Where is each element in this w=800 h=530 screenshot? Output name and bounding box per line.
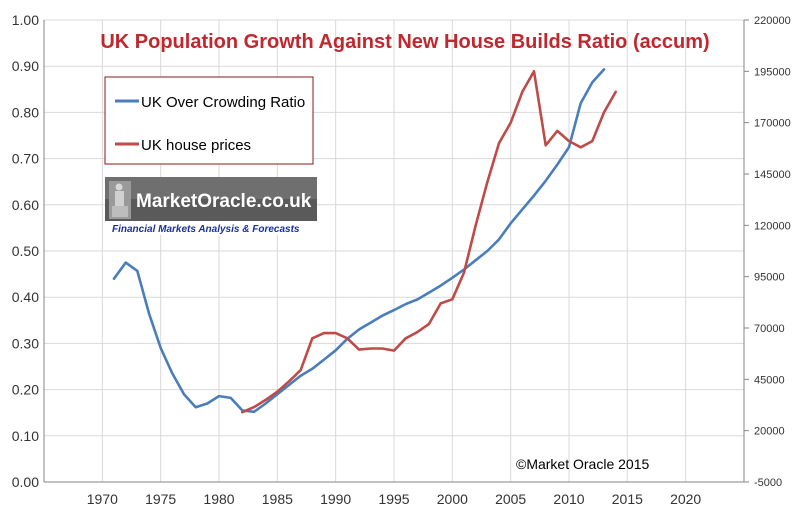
x-tick-label: 2005 bbox=[495, 491, 526, 507]
y-tick-label-right: 145000 bbox=[754, 169, 791, 181]
series-line-house-prices bbox=[241, 70, 618, 414]
logo-tagline-strip bbox=[105, 221, 317, 235]
series-line-overcrowding-ratio bbox=[112, 68, 606, 414]
legend-label-house-prices: UK house prices bbox=[141, 137, 251, 154]
y-tick-label-left: 0.40 bbox=[12, 289, 39, 305]
y-tick-label-left: 0.30 bbox=[12, 335, 39, 351]
y-tick-label-left: 1.00 bbox=[12, 12, 39, 28]
y-tick-label-left: 0.90 bbox=[12, 58, 39, 74]
x-tick-label: 1980 bbox=[203, 491, 234, 507]
y-tick-label-right: 120000 bbox=[754, 220, 791, 232]
series bbox=[112, 68, 618, 414]
y-tick-label-right: 195000 bbox=[754, 66, 791, 78]
y-tick-label-left: 0.20 bbox=[12, 382, 39, 398]
x-tick-label: 2010 bbox=[553, 491, 584, 507]
x-tick-label: 1995 bbox=[378, 491, 409, 507]
chart-title: UK Population Growth Against New House B… bbox=[100, 31, 709, 53]
x-tick-label: 1970 bbox=[87, 491, 118, 507]
copyright-annotation: ©Market Oracle 2015 bbox=[516, 456, 649, 472]
market-oracle-logo: MarketOracle.co.uk Financial Markets Ana… bbox=[105, 177, 317, 235]
axes: 0.00 0.10 0.20 0.30 0.40 0.50 0.60 0.70 0.80 0.90… bbox=[12, 12, 791, 507]
logo-banner-highlight bbox=[105, 177, 317, 199]
y-tick-label-left: 0.60 bbox=[12, 197, 39, 213]
y-tick-label-right: 170000 bbox=[754, 118, 791, 130]
y-tick-label-left: 0.70 bbox=[12, 151, 39, 167]
y-tick-label-left: 0.10 bbox=[12, 428, 39, 444]
y-tick-label-right: 220000 bbox=[754, 15, 791, 27]
x-tick-label: 2015 bbox=[612, 491, 643, 507]
x-tick-label: 1985 bbox=[262, 491, 293, 507]
y-tick-label-left: 0.80 bbox=[12, 104, 39, 120]
x-tick-label: 2000 bbox=[437, 491, 468, 507]
legend-label-overcrowding: UK Over Crowding Ratio bbox=[141, 94, 305, 111]
y-tick-label-right: 70000 bbox=[754, 323, 785, 335]
x-tick-label: 2020 bbox=[670, 491, 701, 507]
y-tick-label-right: 95000 bbox=[754, 272, 785, 284]
y-tick-label-right: 45000 bbox=[754, 374, 785, 386]
statue-icon bbox=[109, 181, 131, 219]
y-tick-label-right: 20000 bbox=[754, 426, 785, 438]
y-tick-label-left: 0.50 bbox=[12, 243, 39, 259]
y-tick-label-left: 0.00 bbox=[12, 474, 39, 490]
logo-tagline: Financial Markets Analysis & Forecasts bbox=[112, 224, 300, 235]
legend: UK Over Crowding Ratio UK house prices bbox=[104, 76, 314, 165]
x-tick-label: 1990 bbox=[320, 491, 351, 507]
x-tick-label: 1975 bbox=[145, 491, 176, 507]
logo-name: MarketOracle.co.uk bbox=[136, 191, 312, 212]
y-tick-label-right: -5000 bbox=[754, 477, 782, 489]
legend-box bbox=[104, 76, 314, 165]
